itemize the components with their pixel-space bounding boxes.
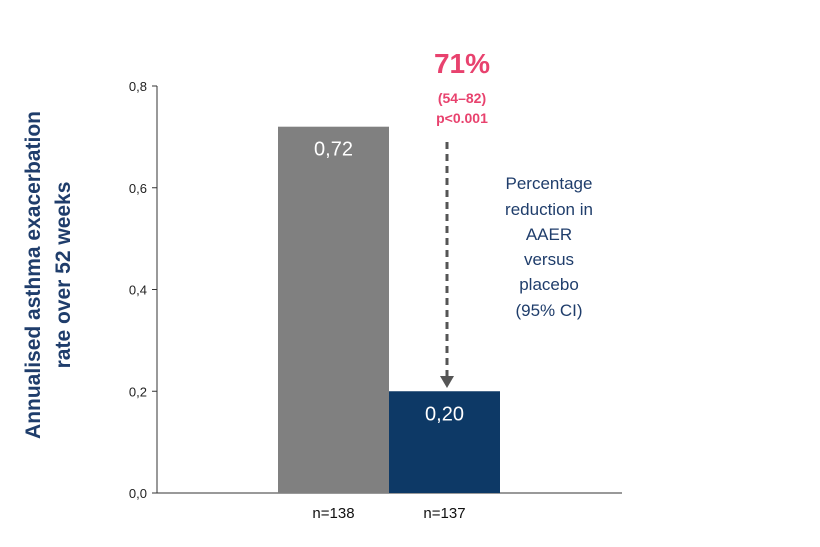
reduction-annotation: 71% (54–82) p<0.001 Percentage reduction… (434, 48, 593, 388)
bar (389, 391, 500, 493)
confidence-interval-label: (54–82) (438, 90, 486, 106)
note-line-4: versus (524, 250, 574, 269)
bar (278, 126, 389, 493)
y-tick-label: 0,8 (129, 79, 147, 94)
note-line-6: (95% CI) (515, 301, 582, 320)
y-axis-title-line-2: rate over 52 weeks (52, 182, 75, 369)
annotation-note: Percentage reduction in AAER versus plac… (505, 174, 593, 320)
note-line-3: AAER (526, 225, 572, 244)
y-tick-label: 0,0 (129, 486, 147, 501)
y-tick-label: 0,2 (129, 384, 147, 399)
y-tick-label: 0,6 (129, 181, 147, 196)
y-axis-ticks: 0,0 0,2 0,4 0,6 0,8 (129, 79, 157, 501)
bar-value-label: 0,20 (425, 403, 464, 425)
y-axis-title-line-1: Annualised asthma exacerbation (22, 111, 45, 439)
bars: 0,72 n=138 0,20 n=137 (278, 126, 500, 522)
p-value-label: p<0.001 (436, 110, 488, 126)
note-line-2: reduction in (505, 200, 593, 219)
bar-value-label: 0,72 (314, 139, 353, 161)
x-category-label: n=138 (312, 505, 354, 522)
percent-reduction-label: 71% (434, 48, 490, 79)
y-axis-title: Annualised asthma exacerbation rate over… (22, 111, 75, 439)
x-category-label: n=137 (423, 505, 465, 522)
reduction-arrow-head (440, 376, 454, 388)
y-tick-label: 0,4 (129, 283, 147, 298)
note-line-1: Percentage (506, 174, 593, 193)
note-line-5: placebo (519, 275, 579, 294)
